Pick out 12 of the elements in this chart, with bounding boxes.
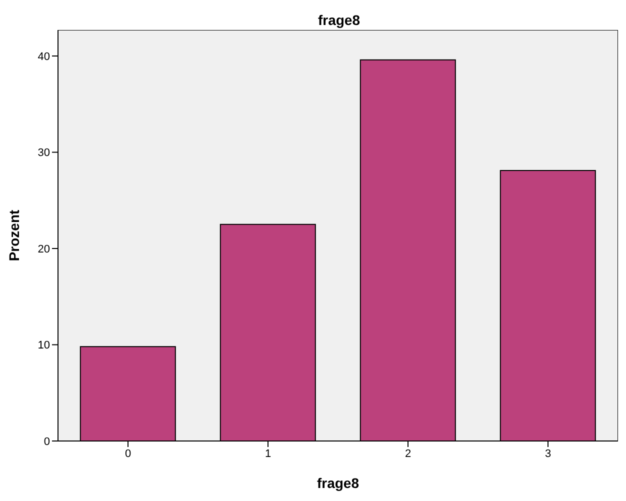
x-tick-label: 0 xyxy=(124,448,132,460)
chart-title: frage8 xyxy=(316,12,362,28)
y-tick-label: 10 xyxy=(38,340,50,352)
y-tick-label: 0 xyxy=(44,436,50,448)
y-axis-title: Prozent xyxy=(6,209,22,262)
x-tick-label: 1 xyxy=(264,448,272,460)
x-axis-title: frage8 xyxy=(316,475,360,491)
y-tick-label: 30 xyxy=(38,147,50,160)
x-tick-label: 3 xyxy=(544,448,552,460)
y-tick-label: 20 xyxy=(38,243,50,256)
x-tick-label: 2 xyxy=(404,448,412,460)
y-tick-label: 40 xyxy=(38,50,50,63)
